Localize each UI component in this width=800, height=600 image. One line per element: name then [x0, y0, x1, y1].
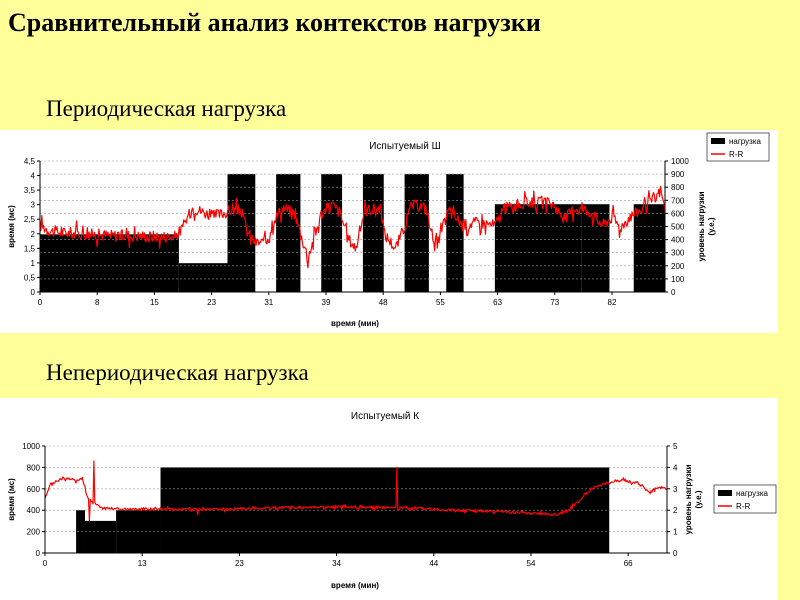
chart-panel-periodic: Испытуемый Ш 0 0,5 1 1,5 2 2,5 3 3,5 4 4,5 0 100 200 3… — [0, 130, 778, 333]
x-tick-label: 31 — [264, 298, 273, 307]
y-tick-label: 600 — [27, 485, 41, 494]
y-tick-label: 4,5 — [24, 157, 36, 166]
legend-box — [706, 132, 770, 162]
legend-label-load: нагрузка — [729, 137, 761, 146]
x-tick-label: 0 — [38, 298, 43, 307]
load-bar — [227, 174, 256, 292]
y2-tick-label: 4 — [673, 463, 678, 472]
x-tick-label: 39 — [322, 298, 331, 307]
chart-title: Испытуемый Ш — [369, 141, 441, 152]
y2-tick-label: 0 — [671, 288, 676, 297]
y2-tick-label: 900 — [671, 170, 685, 179]
rr-series-line — [44, 460, 667, 522]
legend-label-rr: R-R — [736, 502, 750, 511]
legend: нагрузка R-R — [713, 484, 777, 514]
y-tick-label: 1000 — [22, 442, 40, 451]
legend-label-rr: R-R — [729, 150, 743, 159]
y2-tick-label: 3 — [673, 485, 678, 494]
chart-panel-nonperiodic: Испытуемый К 0 200 400 600 800 1000 0 1 2 3 4 5 0 13 23… — [0, 398, 778, 600]
y-tick-label: 0,5 — [24, 273, 36, 282]
load-bar — [581, 204, 610, 292]
chart-title: Испытуемый К — [351, 411, 419, 422]
y-tick-label: 1,5 — [24, 244, 36, 253]
chart-periodic: Испытуемый Ш 0 0,5 1 1,5 2 2,5 3 3,5 4 4,5 0 100 200 3… — [7, 132, 770, 328]
x-axis-label: время (мин) — [331, 581, 379, 590]
y-tick-label: 0 — [31, 288, 36, 297]
legend-swatch-load — [711, 138, 725, 144]
y-tick-label: 400 — [27, 506, 41, 515]
y2-axis-label: (у.е.) — [694, 490, 703, 508]
y-tick-label: 3,5 — [24, 186, 36, 195]
load-bar — [178, 263, 228, 292]
y-axis-label: время (мс) — [7, 205, 16, 248]
y-tick-label: 800 — [27, 463, 41, 472]
slide-title: Сравнительный анализ контекстов нагрузки — [8, 8, 541, 37]
x-tick-label: 0 — [43, 559, 48, 568]
load-bar — [84, 520, 117, 553]
y-tick-label: 4 — [31, 172, 36, 181]
y-tick-label: 0 — [36, 549, 41, 558]
y2-tick-label: 5 — [673, 442, 678, 451]
x-tick-label: 82 — [608, 298, 617, 307]
load-bar — [633, 204, 665, 292]
x-tick-label: 23 — [235, 559, 244, 568]
y2-tick-label: 300 — [671, 249, 685, 258]
load-bar — [76, 510, 85, 553]
load-bar — [446, 174, 464, 292]
y2-tick-label: 600 — [671, 209, 685, 218]
y2-tick-label: 0 — [673, 549, 678, 558]
load-bar — [362, 174, 384, 292]
y2-tick-label: 1000 — [671, 157, 689, 166]
x-tick-label: 73 — [550, 298, 559, 307]
x-tick-label: 44 — [429, 559, 438, 568]
x-tick-label: 34 — [332, 559, 341, 568]
x-tick-label: 15 — [150, 298, 159, 307]
y2-tick-label: 2 — [673, 506, 678, 515]
y-tick-label: 200 — [27, 528, 41, 537]
x-tick-label: 55 — [436, 298, 445, 307]
y2-tick-label: 400 — [671, 236, 685, 245]
y2-axis-label: уровень нагрузки — [697, 191, 706, 261]
rr-series-line — [39, 185, 666, 269]
y-tick-label: 2 — [31, 230, 36, 239]
x-tick-label: 23 — [207, 298, 216, 307]
y-tick-label: 1 — [31, 259, 36, 268]
x-tick-label: 48 — [379, 298, 388, 307]
y-tick-label: 2,5 — [24, 215, 36, 224]
legend: нагрузка R-R — [706, 132, 770, 162]
y2-tick-label: 100 — [671, 275, 685, 284]
y2-axis-label: уровень нагрузки — [684, 464, 693, 534]
legend-box — [713, 484, 777, 514]
x-tick-label: 63 — [493, 298, 502, 307]
legend-label-load: нагрузка — [736, 489, 768, 498]
x-tick-label: 8 — [95, 298, 100, 307]
x-axis-label: время (мин) — [331, 319, 379, 328]
load-bar — [404, 174, 429, 292]
y-axis-label: время (мс) — [7, 478, 16, 521]
y2-tick-label: 200 — [671, 262, 685, 271]
legend-swatch-load — [718, 490, 732, 496]
y2-axis-label: (у.е.) — [707, 217, 716, 235]
load-bar — [40, 234, 179, 292]
section-label-nonperiodic: Непериодическая нагрузка — [46, 360, 309, 385]
y2-tick-label: 1 — [673, 528, 678, 537]
y2-tick-label: 800 — [671, 183, 685, 192]
y2-tick-label: 500 — [671, 223, 685, 232]
x-tick-label: 66 — [624, 559, 633, 568]
x-tick-label: 13 — [138, 559, 147, 568]
load-bar — [321, 174, 343, 292]
section-label-periodic: Периодическая нагрузка — [46, 96, 287, 121]
y2-tick-label: 700 — [671, 196, 685, 205]
y-tick-label: 3 — [31, 201, 36, 210]
load-bar — [276, 174, 301, 292]
x-tick-label: 54 — [527, 559, 536, 568]
